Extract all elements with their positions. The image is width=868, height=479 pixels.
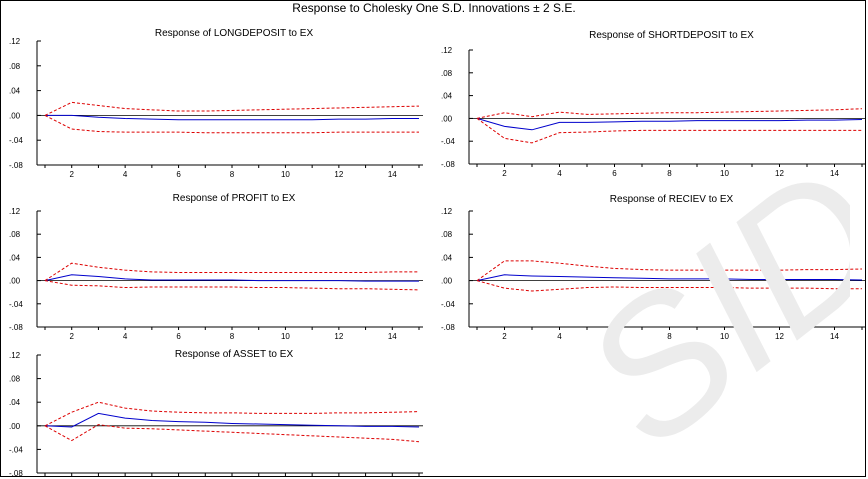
y-tick-label: .04 bbox=[441, 253, 453, 262]
y-tick-label: .00 bbox=[9, 422, 21, 431]
y-tick-label: -.04 bbox=[9, 136, 23, 145]
series-lower bbox=[44, 114, 419, 134]
y-tick-label: .04 bbox=[9, 253, 21, 262]
y-tick-label: .12 bbox=[9, 351, 21, 360]
x-tick-label: 2 bbox=[69, 332, 74, 341]
x-tick-label: 6 bbox=[612, 332, 617, 341]
x-tick-label: 6 bbox=[176, 332, 181, 341]
y-tick-label: .00 bbox=[9, 277, 21, 286]
y-tick-label: .08 bbox=[9, 230, 21, 239]
series-upper bbox=[44, 262, 419, 282]
y-tick-label: -.04 bbox=[9, 300, 23, 309]
x-tick-label: 10 bbox=[720, 169, 729, 178]
x-tick-label: 14 bbox=[388, 170, 397, 179]
series-upper bbox=[44, 101, 420, 116]
series-lower bbox=[476, 117, 862, 144]
x-tick-label: 2 bbox=[69, 170, 74, 179]
y-tick-label: -.04 bbox=[441, 137, 455, 146]
y-tick-label: -.08 bbox=[441, 323, 455, 332]
x-tick-label: 8 bbox=[667, 169, 672, 178]
x-tick-label: 4 bbox=[557, 169, 562, 178]
x-tick-label: 2 bbox=[502, 169, 507, 178]
y-tick-label: -.04 bbox=[9, 445, 23, 454]
series-response bbox=[45, 114, 419, 121]
x-tick-label: 6 bbox=[612, 169, 617, 178]
x-tick-label: 8 bbox=[667, 332, 672, 341]
y-tick-label: .04 bbox=[441, 92, 453, 101]
x-tick-label: 12 bbox=[775, 169, 784, 178]
panel-title: Response of SHORTDEPOSIT to EX bbox=[589, 30, 754, 41]
series-lower bbox=[44, 424, 420, 443]
x-tick-label: 12 bbox=[775, 332, 784, 341]
y-tick-label: .04 bbox=[9, 398, 21, 407]
x-tick-label: 14 bbox=[830, 332, 839, 341]
y-tick-label: .12 bbox=[9, 207, 21, 216]
y-tick-label: .12 bbox=[441, 207, 453, 216]
y-tick-label: .08 bbox=[9, 375, 21, 384]
y-tick-label: .00 bbox=[441, 114, 453, 123]
irf-panel-4: Response of RECIEV to EX .12 .08 .04 .00 -.04… bbox=[441, 194, 866, 341]
y-tick-label: -.08 bbox=[9, 161, 23, 170]
irf-panel-1: Response of LONGDEPOSIT to EX .12 .08 .04 .0… bbox=[9, 28, 423, 179]
y-tick-label: .08 bbox=[9, 62, 21, 71]
x-tick-label: 14 bbox=[388, 332, 397, 341]
y-tick-label: -.08 bbox=[441, 160, 455, 169]
x-tick-label: 10 bbox=[720, 332, 729, 341]
y-tick-label: .12 bbox=[9, 37, 21, 46]
y-tick-label: -.08 bbox=[9, 469, 23, 478]
series-response bbox=[476, 274, 863, 282]
panel-title: Response of LONGDEPOSIT to EX bbox=[155, 28, 314, 39]
x-tick-label: 4 bbox=[123, 170, 128, 179]
x-tick-label: 2 bbox=[502, 332, 507, 341]
series-upper bbox=[476, 260, 863, 282]
y-tick-label: .00 bbox=[441, 277, 453, 286]
y-tick-label: -.04 bbox=[441, 300, 455, 309]
y-tick-label: .12 bbox=[441, 46, 453, 55]
x-tick-label: 10 bbox=[281, 332, 290, 341]
x-tick-label: 12 bbox=[334, 170, 343, 179]
y-tick-label: .04 bbox=[9, 87, 21, 96]
x-tick-label: 6 bbox=[176, 170, 181, 179]
panel-title: Response of ASSET to EX bbox=[175, 349, 294, 360]
x-tick-label: 14 bbox=[830, 169, 839, 178]
series-lower bbox=[476, 280, 862, 292]
x-tick-label: 8 bbox=[230, 170, 235, 179]
irf-panel-2: Response of SHORTDEPOSIT to EX .12 .08 .04.… bbox=[441, 30, 866, 178]
y-tick-label: -.08 bbox=[9, 323, 23, 332]
y-tick-label: .08 bbox=[441, 230, 453, 239]
panel-title: Response of PROFIT to EX bbox=[173, 193, 296, 204]
x-tick-label: 4 bbox=[123, 332, 128, 341]
x-tick-label: 8 bbox=[230, 332, 235, 341]
series-response bbox=[476, 117, 863, 131]
series-lower bbox=[44, 280, 420, 291]
x-tick-label: 10 bbox=[281, 170, 290, 179]
panel-title: Response of RECIEV to EX bbox=[610, 194, 734, 205]
series-upper bbox=[44, 401, 420, 427]
x-tick-label: 12 bbox=[334, 332, 343, 341]
series-response bbox=[44, 412, 420, 428]
irf-panel-3: Response of PROFIT to EX .12 .08 .04 .00 -.04… bbox=[9, 193, 423, 341]
series-upper bbox=[476, 108, 863, 119]
figure-title: Response to Cholesky One S.D. Innovation… bbox=[292, 1, 576, 15]
irf-panel-5: Response of ASSET to EX .12 .08 .04 .00 -.04 -… bbox=[9, 349, 423, 479]
x-tick-label: 4 bbox=[557, 332, 562, 341]
y-tick-label: .08 bbox=[441, 69, 453, 78]
y-tick-label: .00 bbox=[9, 111, 21, 120]
series-response bbox=[44, 274, 419, 282]
